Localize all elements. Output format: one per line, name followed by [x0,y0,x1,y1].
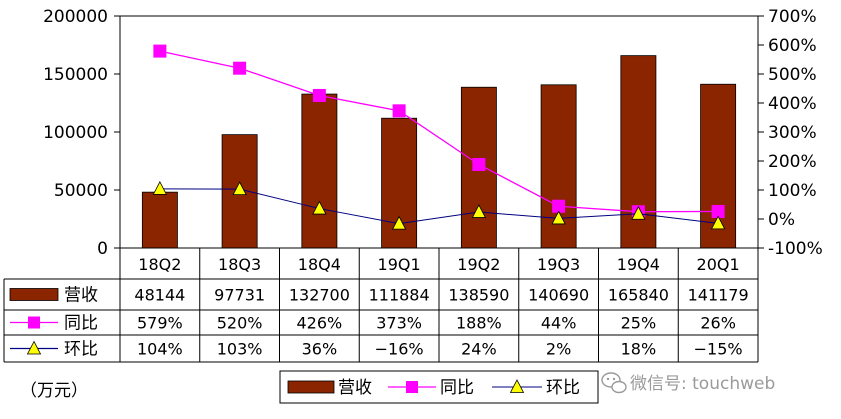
point-同比-19Q3 [552,199,566,213]
category-label: 18Q2 [138,255,181,274]
point-环比-19Q1 [391,215,407,230]
point-环比-19Q2 [471,204,487,218]
point-同比-18Q4 [312,88,326,102]
category-label: 18Q4 [298,255,341,274]
right-tick-label: 400% [768,94,817,114]
watermark: 微信号: touchweb [601,372,775,394]
left-tick-label: 50000 [54,181,108,201]
point-环比-18Q2 [152,180,168,195]
category-label: 19Q1 [378,255,421,274]
table-cell: 140690 [528,286,589,305]
unit-label: （万元） [20,381,88,401]
point-同比-18Q3 [233,61,247,75]
table-cell: 104% [137,340,183,359]
series-lines [152,44,726,230]
point-环比-19Q4 [631,205,646,220]
legend-key-marker-环比 [509,379,525,393]
revenue-bars [141,55,737,249]
table-cell: 103% [217,340,263,359]
table-cell: 579% [137,314,183,333]
table-key-营收 [9,288,59,301]
right-tick-label: 300% [768,123,817,143]
right-tick-label: 700% [768,7,817,27]
table-cell: 165840 [608,286,669,305]
legend-label: 环比 [546,378,580,398]
bar-18Q4 [301,93,338,249]
table-cell: 36% [302,340,338,359]
table-cell: 24% [461,340,497,359]
category-label: 19Q4 [617,255,660,274]
point-环比-18Q4 [312,200,327,215]
legend-key-营收 [287,380,335,394]
right-tick-label: 500% [768,65,817,85]
line-环比 [159,188,719,225]
category-label: 19Q2 [457,255,500,274]
legend: 营收 同比 环比 [279,370,599,404]
table-key-marker-环比 [26,340,42,355]
table-cell: 141179 [688,286,749,305]
point-环比-19Q3 [551,210,566,225]
wechat-icon [601,372,627,394]
plot-area [119,15,759,249]
table-cell: 132700 [289,286,350,305]
left-tick-label: 0 [97,239,108,259]
category-label: 20Q1 [697,255,740,274]
legend-label: 营收 [338,378,372,398]
right-tick-label: 100% [768,181,817,201]
watermark-text: 微信号: touchweb [630,374,775,394]
table-row-label: 环比 [64,340,98,360]
table-key-marker-同比 [28,316,40,329]
legend-label: 同比 [440,378,474,398]
table-cell: 138590 [448,286,509,305]
category-label: 19Q3 [537,255,580,274]
table-cell: 44% [541,314,577,333]
right-tick-label: 200% [768,152,817,172]
table-cell: −16% [375,340,424,359]
category-label: 18Q3 [218,255,261,274]
data-table: 18Q2 18Q3 18Q4 19Q1 19Q2 19Q3 19Q4 20Q1 营收 48144 9… [3,247,759,363]
right-tick-label: -100% [768,239,823,259]
table-cell: 2% [546,340,571,359]
left-tick-label: 200000 [43,7,108,27]
right-tick-label: 0% [768,210,795,230]
table-cell: 111884 [369,286,430,305]
table-cell: 426% [297,314,343,333]
legend-key-marker-同比 [406,381,418,393]
table-cell: 188% [456,314,502,333]
table-cell: 373% [376,314,422,333]
point-同比-19Q2 [472,157,486,171]
left-axis-ticks: 0 50000 100000 150000 200000 [43,7,120,259]
table-cell: 48144 [134,286,185,305]
point-环比-20Q1 [710,215,726,230]
right-axis-ticks: -100% 0% 100% 200% 300% 400% 500% 600% 700% [758,7,823,259]
table-cell: 25% [621,314,657,333]
right-tick-label: 600% [768,36,817,56]
table-row-label: 同比 [64,314,98,334]
table-cell: 97731 [214,286,265,305]
table-cell: 18% [621,340,657,359]
line-同比 [159,50,719,213]
table-row-label: 营收 [64,286,98,306]
table-cell: 26% [700,314,736,333]
left-tick-label: 150000 [43,65,108,85]
point-同比-18Q2 [153,44,167,58]
table-cell: −15% [694,340,743,359]
left-tick-label: 100000 [43,123,108,143]
bar-18Q2 [141,191,178,249]
point-同比-19Q1 [392,104,406,118]
point-环比-18Q3 [232,181,247,196]
table-cell: 520% [217,314,263,333]
